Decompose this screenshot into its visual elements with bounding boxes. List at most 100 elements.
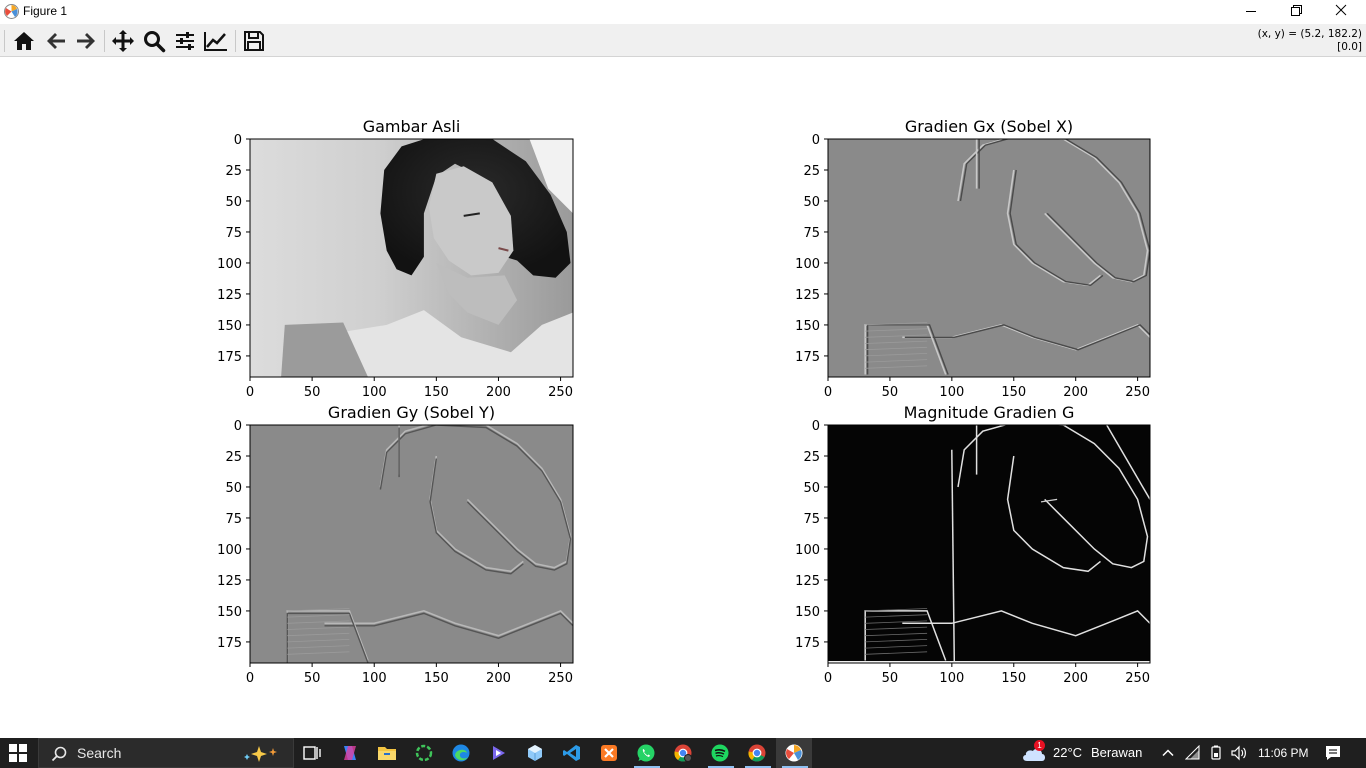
wifi-button[interactable]: [1181, 741, 1205, 765]
chrome-button[interactable]: [745, 741, 769, 765]
axes-frame: [249, 138, 574, 378]
xampp-icon: [601, 745, 617, 761]
save-button[interactable]: [240, 27, 268, 55]
refresh-app-button[interactable]: [412, 741, 436, 765]
y-tick-label: 125: [217, 574, 242, 589]
minimize-button[interactable]: [1228, 0, 1274, 24]
x-tick-label: 150: [424, 385, 449, 400]
taskbar-search[interactable]: Search: [38, 738, 294, 768]
back-button[interactable]: [42, 27, 70, 55]
arrow-right-icon: [77, 33, 95, 49]
subplot-title: Gradien Gx (Sobel X): [905, 117, 1073, 136]
y-tick-label: 75: [225, 512, 242, 527]
x-tick-label: 0: [246, 671, 254, 686]
forward-button[interactable]: [72, 27, 100, 55]
x-tick-label: 50: [304, 385, 321, 400]
x-tick-label: 50: [304, 671, 321, 686]
battery-icon: [1211, 745, 1221, 760]
close-button[interactable]: [1320, 0, 1366, 24]
chrome-profile-button[interactable]: [671, 741, 695, 765]
y-tick-label: 75: [803, 226, 820, 241]
home-button[interactable]: [10, 27, 38, 55]
y-tick-label: 0: [234, 133, 242, 148]
chevron-up-icon: [1162, 749, 1174, 757]
restore-button[interactable]: [1274, 0, 1320, 24]
media-icon: [493, 746, 505, 760]
arrow-left-icon: [47, 33, 65, 49]
x-tick-label: 250: [548, 671, 573, 686]
media-button[interactable]: [486, 741, 510, 765]
x-tick-label: 50: [882, 671, 899, 686]
matplotlib-taskbar-button[interactable]: [776, 738, 812, 768]
weather-widget[interactable]: 1 22°C Berawan: [1018, 738, 1148, 768]
tray-overflow-button[interactable]: [1156, 741, 1180, 765]
y-tick-label: 75: [225, 226, 242, 241]
x-tick-label: 50: [882, 385, 899, 400]
battery-button[interactable]: [1204, 741, 1228, 765]
y-tick-label: 175: [217, 636, 242, 651]
matplotlib-icon: [4, 4, 19, 19]
y-tick-label: 25: [803, 164, 820, 179]
title-bar: Figure 1: [0, 0, 1366, 24]
refresh-app-icon: [415, 744, 433, 762]
spotify-button[interactable]: [708, 741, 732, 765]
y-tick-label: 25: [803, 450, 820, 465]
axes-frame: [827, 424, 1151, 664]
copilot-app-button[interactable]: [338, 741, 362, 765]
y-tick-label: 0: [812, 133, 820, 148]
y-tick-label: 50: [803, 195, 820, 210]
subplot-4[interactable]: Magnitude Gradien G 0 50 100 150 200 250 0 25 50 7…: [795, 403, 1151, 686]
minimize-icon: [1246, 11, 1256, 12]
subplot-3[interactable]: Gradien Gy (Sobel Y) 0 50 100 150 200 250 0 25 50…: [217, 403, 574, 686]
cloud-icon: [1023, 748, 1045, 761]
matplotlib-icon: [785, 744, 803, 762]
edit-axis-button[interactable]: [202, 27, 230, 55]
file-explorer-button[interactable]: [375, 741, 399, 765]
x-tick-label: 100: [362, 385, 387, 400]
taskbar: Search: [0, 738, 1366, 768]
zoom-button[interactable]: [140, 27, 168, 55]
volume-button[interactable]: [1227, 741, 1251, 765]
line-chart-icon: [204, 32, 227, 51]
floppy-icon: [244, 31, 264, 51]
y-tick-label: 175: [795, 350, 820, 365]
y-tick-label: 100: [217, 257, 242, 272]
task-view-button[interactable]: [300, 741, 324, 765]
y-tick-label: 50: [225, 195, 242, 210]
toolbar-separator: [104, 30, 105, 52]
y-tick-label: 0: [812, 419, 820, 434]
y-tick-label: 175: [795, 636, 820, 651]
notifications-button[interactable]: [1321, 741, 1345, 765]
vscode-button[interactable]: [560, 741, 584, 765]
notification-icon: [1326, 746, 1340, 760]
edge-button[interactable]: [449, 741, 473, 765]
pan-button[interactable]: [109, 27, 137, 55]
y-tick-label: 150: [217, 605, 242, 620]
y-tick-label: 125: [795, 288, 820, 303]
configure-subplots-button[interactable]: [171, 27, 199, 55]
magnifier-icon: [144, 31, 166, 53]
y-tick-label: 25: [225, 450, 242, 465]
matplotlib-running-indicator: [782, 766, 808, 768]
image-pixels: [250, 139, 573, 377]
axes-frame: [827, 138, 1151, 378]
y-tick-label: 150: [795, 319, 820, 334]
y-tick-label: 100: [795, 257, 820, 272]
toolbar-grip: [4, 30, 5, 52]
y-tick-label: 150: [795, 605, 820, 620]
y-tick-label: 50: [225, 481, 242, 496]
file-explorer-icon: [378, 747, 396, 760]
start-button[interactable]: [6, 741, 30, 765]
x-tick-label: 200: [486, 385, 511, 400]
clock-time[interactable]: 11:06 PM: [1258, 746, 1309, 760]
whatsapp-icon: [637, 744, 655, 762]
subplot-title: Gradien Gy (Sobel Y): [328, 403, 495, 422]
close-icon: [1335, 4, 1347, 16]
xampp-button[interactable]: [597, 741, 621, 765]
subplot-2[interactable]: Gradien Gx (Sobel X) 0 50 100 150 200 250 0 25 50…: [795, 117, 1152, 400]
box-app-button[interactable]: [523, 741, 547, 765]
whatsapp-button[interactable]: [634, 741, 658, 765]
image-pixels: [828, 139, 1150, 377]
subplot-1[interactable]: Gambar Asli 0 50 100 150 200 250 0 25 50 75 100 125 1…: [217, 117, 574, 400]
